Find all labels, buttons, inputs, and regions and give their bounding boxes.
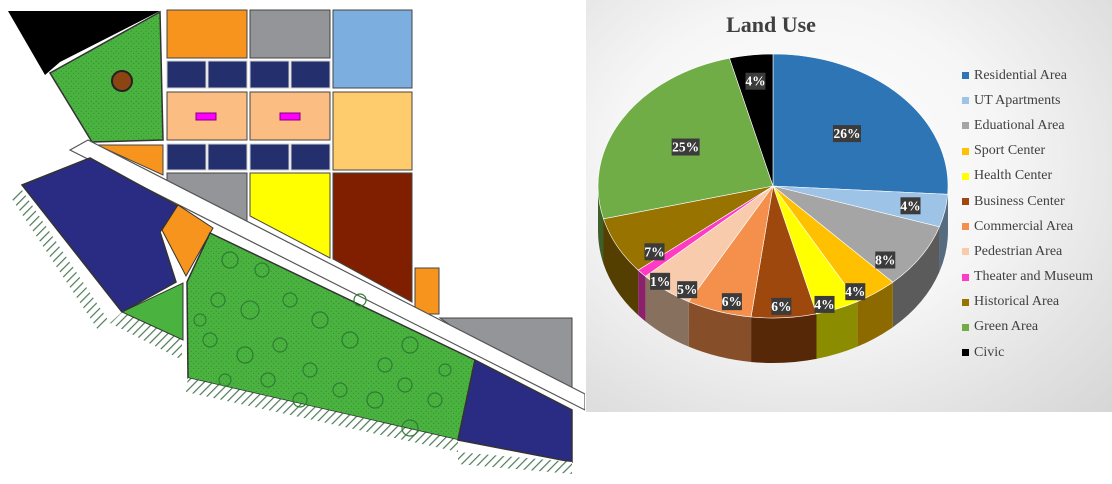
legend-swatch bbox=[962, 72, 969, 79]
site-plan-drawing bbox=[0, 0, 585, 479]
ut-apartments-block bbox=[333, 10, 412, 88]
legend-item: Eduational Area bbox=[962, 113, 1093, 138]
legend-item: Civic bbox=[962, 340, 1093, 365]
svg-text:25%: 25% bbox=[672, 140, 699, 155]
svg-text:26%: 26% bbox=[833, 126, 860, 141]
legend-item: Commercial Area bbox=[962, 214, 1093, 239]
pie-slice-residential-area bbox=[773, 54, 948, 194]
legend-label: Commercial Area bbox=[974, 219, 1073, 235]
legend-item: Health Center bbox=[962, 164, 1093, 189]
svg-text:4%: 4% bbox=[745, 74, 765, 89]
legend-item: Theater and Museum bbox=[962, 265, 1093, 290]
commercial-block bbox=[333, 92, 412, 170]
data-label-historical-area: 7% bbox=[644, 243, 664, 260]
data-label-sport-center: 4% bbox=[845, 283, 865, 300]
svg-text:5%: 5% bbox=[677, 282, 697, 297]
theater-marker-right bbox=[280, 113, 300, 120]
data-label-residential-area: 26% bbox=[833, 125, 861, 142]
legend-label: UT Apartments bbox=[974, 93, 1060, 109]
legend-label: Historical Area bbox=[974, 294, 1059, 310]
svg-text:4%: 4% bbox=[900, 198, 920, 213]
legend-label: Pedestrian Area bbox=[974, 244, 1062, 260]
svg-text:8%: 8% bbox=[875, 253, 895, 268]
legend-swatch bbox=[962, 148, 969, 155]
legend-item: Historical Area bbox=[962, 290, 1093, 315]
data-label-green-area: 25% bbox=[672, 139, 700, 156]
svg-text:4%: 4% bbox=[845, 284, 865, 299]
sport-small-block bbox=[415, 268, 439, 314]
sport-block bbox=[167, 10, 247, 58]
chart-legend: Residential Area UT Apartments Eduational … bbox=[962, 63, 1093, 365]
svg-text:7%: 7% bbox=[644, 244, 664, 259]
education-block-top bbox=[250, 10, 330, 58]
residential-strip-2 bbox=[167, 144, 330, 170]
pie-side-theater-and-museum bbox=[638, 270, 645, 321]
legend-item: UT Apartments bbox=[962, 88, 1093, 113]
theater-marker-left bbox=[196, 113, 216, 120]
round-feature bbox=[112, 71, 132, 91]
legend-swatch bbox=[962, 223, 969, 230]
legend-label: Business Center bbox=[974, 194, 1065, 210]
legend-item: Residential Area bbox=[962, 63, 1093, 88]
data-label-civic: 4% bbox=[745, 73, 765, 90]
legend-item: Business Center bbox=[962, 189, 1093, 214]
svg-text:6%: 6% bbox=[771, 299, 791, 314]
legend-label: Civic bbox=[974, 345, 1004, 361]
legend-swatch bbox=[962, 248, 969, 255]
land-use-map bbox=[0, 0, 585, 479]
data-label-health-center: 4% bbox=[814, 296, 834, 313]
legend-swatch bbox=[962, 349, 969, 356]
data-label-business-center: 6% bbox=[771, 298, 791, 315]
data-label-pedestrian-area: 5% bbox=[677, 281, 697, 298]
legend-swatch bbox=[962, 122, 969, 129]
svg-text:1%: 1% bbox=[650, 274, 670, 289]
residential-strip-1 bbox=[167, 61, 330, 88]
legend-swatch bbox=[962, 324, 969, 331]
legend-label: Sport Center bbox=[974, 143, 1045, 159]
data-label-theater-and-museum: 1% bbox=[650, 273, 670, 290]
legend-label: Residential Area bbox=[974, 68, 1067, 84]
legend-swatch bbox=[962, 299, 969, 306]
legend-item: Sport Center bbox=[962, 139, 1093, 164]
legend-item: Green Area bbox=[962, 315, 1093, 340]
data-label-ut-apartments: 4% bbox=[900, 197, 920, 214]
legend-label: Theater and Museum bbox=[974, 269, 1093, 285]
pie-side-business-center bbox=[751, 314, 816, 363]
data-label-commercial-area: 6% bbox=[722, 293, 742, 310]
legend-swatch bbox=[962, 97, 969, 104]
legend-label: Green Area bbox=[974, 319, 1038, 335]
svg-text:6%: 6% bbox=[722, 294, 742, 309]
svg-text:4%: 4% bbox=[814, 297, 834, 312]
legend-item: Pedestrian Area bbox=[962, 239, 1093, 264]
data-label-eduational-area: 8% bbox=[875, 252, 895, 269]
legend-swatch bbox=[962, 173, 969, 180]
legend-label: Health Center bbox=[974, 168, 1052, 184]
legend-label: Eduational Area bbox=[974, 118, 1065, 134]
legend-swatch bbox=[962, 274, 969, 281]
land-use-chart: 26% 4% 8% 4% 4% 6% 6% 5% 1% 7% 25% 4% Land Use Resi… bbox=[586, 0, 1112, 412]
legend-swatch bbox=[962, 198, 969, 205]
chart-title: Land Use bbox=[586, 12, 956, 38]
